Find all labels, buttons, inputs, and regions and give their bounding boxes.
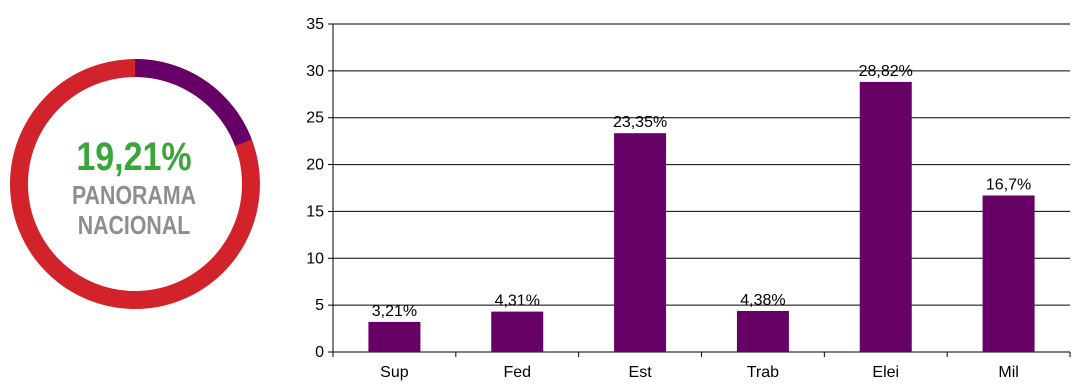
data-label: 4,38% (740, 292, 785, 309)
x-tick-label: Est (629, 364, 653, 381)
donut-label-line2: NACIONAL (77, 210, 191, 240)
x-tick-label: Mil (998, 364, 1018, 381)
y-tick-label: 15 (306, 203, 324, 220)
y-tick-label: 0 (315, 344, 324, 361)
bar-fed (491, 311, 544, 352)
bar-sup (368, 321, 421, 352)
y-tick-label: 25 (306, 110, 324, 127)
x-tick-label: Elei (872, 364, 899, 381)
y-tick-label: 10 (306, 250, 324, 267)
x-tick-label: Sup (380, 364, 409, 381)
x-tick-label: Fed (503, 364, 531, 381)
donut-percentage: 19,21% (76, 135, 192, 179)
bar-trab (736, 310, 789, 352)
donut-ring (10, 59, 260, 309)
donut-center: 19,21% PANORAMA NACIONAL (14, 134, 254, 240)
bar-est (614, 133, 667, 352)
data-label: 4,31% (495, 293, 540, 310)
data-label: 16,7% (986, 176, 1031, 193)
donut-value-arc (134, 59, 252, 147)
bar-mil (982, 195, 1035, 352)
bar-elei (859, 81, 912, 352)
y-tick-label: 35 (306, 16, 324, 33)
donut-label-line1: PANORAMA (72, 180, 196, 210)
y-tick-label: 5 (315, 297, 324, 314)
donut-indicator: 19,21% PANORAMA NACIONAL (0, 0, 270, 381)
bar-chart-svg: 0 5 10 15 20 25 30 35 3,21% Sup 4,31% Fed 23,35% Est 4… (306, 16, 1071, 381)
y-tick-label: 30 (306, 63, 324, 80)
bar-chart: 0 5 10 15 20 25 30 35 3,21% Sup 4,31% Fed 23,35% Est 4… (290, 0, 1081, 381)
data-label: 23,35% (613, 114, 667, 131)
y-tick-label: 20 (306, 157, 324, 174)
data-label: 3,21% (372, 303, 417, 320)
x-tick-label: Trab (747, 364, 779, 381)
data-label: 28,82% (859, 63, 913, 80)
